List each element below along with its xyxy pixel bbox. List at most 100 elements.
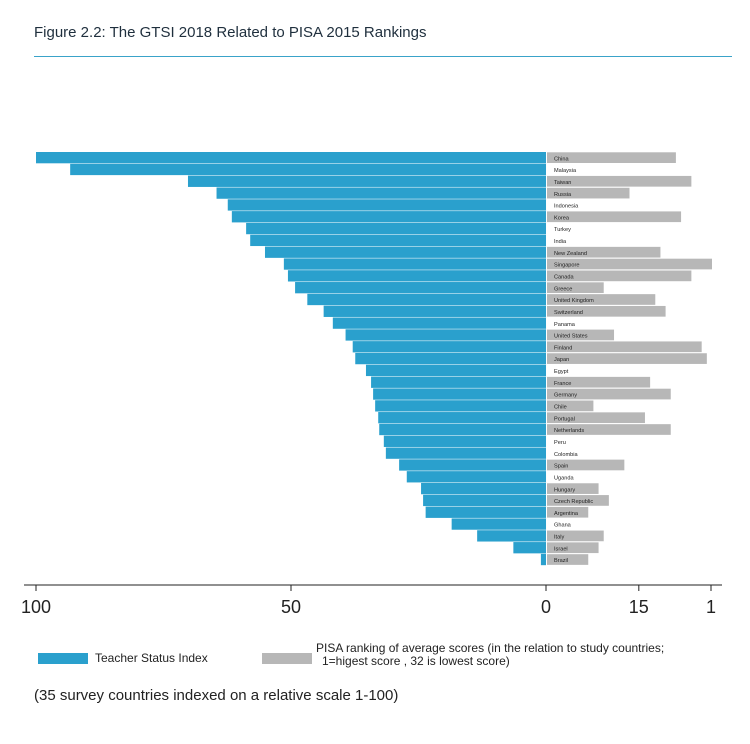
country-label: Italy	[554, 535, 564, 541]
pisa-bar	[547, 412, 645, 424]
country-label: France	[554, 381, 571, 387]
tsi-bar	[375, 400, 546, 412]
pisa-bar	[547, 282, 604, 294]
pisa-bar	[547, 246, 661, 258]
pisa-bar	[547, 376, 651, 388]
country-label: Peru	[554, 440, 566, 446]
country-label: Russia	[554, 192, 572, 198]
tsi-bar	[383, 435, 546, 447]
pisa-bar	[547, 506, 589, 518]
tsi-bar	[373, 388, 546, 400]
legend-pisa-label-line2: 1=higest score , 32 is lowest score)	[322, 654, 510, 668]
country-label: Germany	[554, 393, 577, 399]
country-label: Panama	[554, 322, 576, 328]
tsi-bar	[513, 542, 546, 554]
country-label: New Zealand	[554, 251, 587, 257]
country-label: Greece	[554, 286, 572, 292]
tsi-bar	[227, 199, 546, 211]
tsi-bar	[264, 246, 546, 258]
tsi-bar	[540, 553, 546, 566]
tsi-bar	[371, 376, 546, 388]
pisa-bar	[547, 258, 712, 270]
country-label: Japan	[554, 357, 569, 363]
tsi-bar	[36, 152, 546, 164]
figure-title: Figure 2.2: The GTSI 2018 Related to PIS…	[34, 24, 427, 41]
tsi-bar	[70, 163, 547, 176]
country-label: Taiwan	[554, 180, 571, 186]
country-label: Canada	[554, 275, 574, 281]
pisa-bar	[547, 424, 671, 435]
pisa-bar	[547, 175, 692, 187]
country-label: Portugal	[554, 416, 575, 422]
tsi-bar	[287, 270, 546, 282]
tsi-bar	[345, 329, 546, 341]
tsi-bar	[385, 447, 546, 459]
tsi-bar	[352, 341, 546, 353]
country-label: Singapore	[554, 263, 580, 269]
country-label: Hungary	[554, 487, 575, 493]
country-label: Netherlands	[554, 428, 584, 434]
tsi-bar	[378, 412, 546, 424]
tsi-bar	[365, 364, 546, 377]
country-label: Ghana	[554, 523, 572, 529]
tsi-bar	[187, 175, 547, 187]
pisa-bar	[547, 270, 692, 282]
pisa-bar	[547, 211, 682, 223]
pisa-bar	[547, 305, 666, 317]
country-label: Argentina	[554, 511, 579, 517]
tsi-bar	[295, 282, 546, 294]
country-label: Switzerland	[554, 310, 583, 316]
tsi-bar	[425, 506, 546, 518]
country-label: Czech Republic	[554, 499, 593, 505]
country-label: Spain	[554, 464, 568, 470]
legend-tsi-label: Teacher Status Index	[95, 651, 208, 665]
pisa-bar	[547, 353, 707, 364]
x-axis: 100 50 0 15 1	[21, 584, 722, 617]
tsi-bar	[323, 305, 546, 317]
tsi-bar	[283, 258, 546, 270]
legend-tsi-swatch	[38, 653, 88, 664]
pisa-bar	[547, 294, 656, 305]
tsi-bar	[231, 211, 546, 223]
tsi-bar	[477, 530, 546, 542]
tsi-bar	[399, 459, 546, 471]
tsi-bar	[307, 293, 546, 306]
country-label: Korea	[554, 215, 570, 221]
tsi-bars	[36, 152, 547, 566]
legend-pisa-swatch	[262, 653, 312, 664]
tsi-bar	[216, 187, 547, 199]
country-label: Indonesia	[554, 204, 579, 210]
pisa-bar	[547, 542, 599, 554]
x-tick-label: 50	[281, 597, 301, 617]
footnote: (35 survey countries indexed on a relati…	[34, 687, 399, 704]
country-label: Chile	[554, 405, 567, 411]
tsi-bar	[406, 471, 546, 483]
pisa-bar	[547, 341, 702, 353]
country-label: India	[554, 239, 567, 245]
pisa-bar	[547, 388, 671, 400]
tsi-bar	[246, 222, 546, 235]
country-label: Brazil	[554, 558, 568, 564]
chart: China Malaysia Taiwan Russia Indonesia Korea T…	[21, 152, 722, 617]
tsi-bar	[379, 423, 546, 436]
country-label: Malaysia	[554, 168, 577, 174]
country-label: Israel	[554, 546, 568, 552]
x-tick-label: 0	[541, 597, 551, 617]
x-tick-label: 15	[629, 597, 649, 617]
pisa-bar	[547, 459, 625, 471]
pisa-bar	[547, 187, 630, 199]
country-label: Uganda	[554, 475, 574, 481]
country-label: Colombia	[554, 452, 579, 458]
pisa-bar	[547, 400, 594, 412]
pisa-bar	[547, 554, 589, 565]
pisa-bar	[547, 152, 676, 163]
tsi-bar	[250, 234, 546, 247]
country-label: United Kingdom	[554, 298, 594, 304]
country-label: China	[554, 156, 570, 162]
pisa-bar	[547, 530, 604, 542]
title-divider	[34, 56, 732, 57]
pisa-bar	[547, 483, 599, 494]
x-tick-label: 100	[21, 597, 51, 617]
tsi-bar	[423, 494, 546, 507]
country-label: Finland	[554, 345, 572, 351]
